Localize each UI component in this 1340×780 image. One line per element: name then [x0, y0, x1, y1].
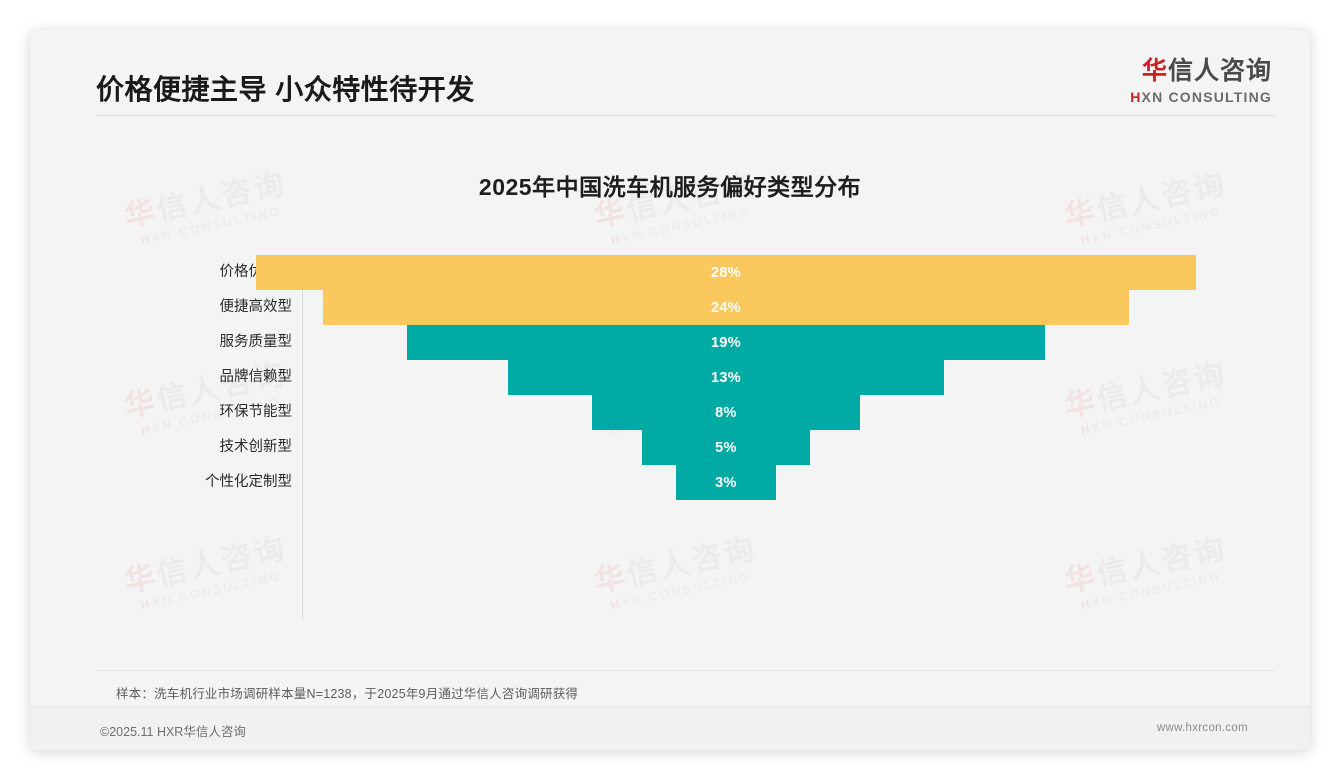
chart-bar-track: 24%	[303, 290, 1310, 325]
chart-bar[interactable]: 28%	[256, 255, 1196, 290]
chart-bar[interactable]: 13%	[507, 360, 945, 395]
watermark-en-highlight: H	[139, 230, 154, 247]
watermark-en: HXN CONSULTING	[599, 201, 763, 249]
source-note: 样本：洗车机行业市场调研样本量N=1238，于2025年9月通过华信人咨询调研获…	[116, 687, 579, 701]
watermark-en-rest: XN CONSULTING	[620, 203, 753, 245]
watermark-en-rest: XN CONSULTING	[150, 203, 283, 245]
slide-footer: ©2025.11 HXR华信人咨询 www.hxrcon.com	[30, 706, 1310, 750]
chart-bar[interactable]: 5%	[642, 430, 810, 465]
chart-bar-track: 8%	[303, 395, 1310, 430]
chart-row: 环保节能型 8%	[30, 395, 1310, 430]
chart-row: 价格优先型28%	[30, 255, 1310, 290]
chart-category-label: 便捷高效型	[219, 299, 293, 315]
chart-bar-track: 13%	[303, 360, 1310, 395]
footer-website[interactable]: www.hxrcon.com	[1156, 722, 1248, 734]
funnel-chart: 价格优先型28% 便捷高效型 24% 服务质量型 19% 品牌信赖型 13% 环保节能型 8% 技…	[30, 255, 1310, 625]
chart-row: 便捷高效型 24%	[30, 290, 1310, 325]
page-title: 价格便捷主导 小众特性待开发	[96, 74, 475, 105]
chart-value-label: 8%	[715, 404, 737, 421]
chart-row: 技术创新型 5%	[30, 430, 1310, 465]
chart-category-label: 环保节能型	[219, 404, 293, 420]
chart-value-label: 3%	[715, 474, 737, 491]
chart-bar-track: 5%	[303, 430, 1310, 465]
chart-bar-track: 28%	[256, 255, 1310, 290]
chart-bar[interactable]: 24%	[323, 290, 1129, 325]
chart-bar-track: 19%	[303, 325, 1310, 360]
chart-value-label: 19%	[710, 334, 741, 351]
chart-rows: 价格优先型28% 便捷高效型 24% 服务质量型 19% 品牌信赖型 13% 环保节能型 8% 技…	[30, 255, 1310, 500]
chart-value-label: 28%	[710, 264, 741, 281]
watermark-en-highlight: H	[1079, 230, 1094, 247]
chart-row: 服务质量型 19%	[30, 325, 1310, 360]
brand-logo-en-rest: XN CONSULTING	[1141, 88, 1272, 105]
chart-value-label: 24%	[710, 299, 741, 316]
watermark-en-highlight: H	[609, 230, 624, 247]
chart-category-label: 品牌信赖型	[219, 369, 293, 385]
watermark-en-rest: XN CONSULTING	[1090, 203, 1223, 245]
brand-logo-en: HXN CONSULTING	[1130, 89, 1272, 105]
chart-bar[interactable]: 3%	[675, 465, 777, 500]
chart-row: 品牌信赖型 13%	[30, 360, 1310, 395]
chart-title: 2025年中国洗车机服务偏好类型分布	[478, 174, 862, 200]
brand-logo-en-highlight: H	[1130, 88, 1142, 105]
brand-logo: 华信人咨询 HXN CONSULTING	[1130, 57, 1272, 105]
brand-logo-cn-rest: 信人咨询	[1167, 57, 1272, 85]
chart-bar-track: 3%	[303, 465, 1310, 500]
chart-category-label: 个性化定制型	[205, 474, 292, 490]
slide-header: 价格便捷主导 小众特性待开发	[30, 30, 1310, 122]
watermark-en: HXN CONSULTING	[129, 201, 293, 249]
chart-value-label: 13%	[710, 369, 741, 386]
chart-bar[interactable]: 8%	[591, 395, 861, 430]
slide-page: 华信人咨询 HXN CONSULTING 华信人咨询 HXN CONSULTING 华信…	[30, 30, 1310, 750]
source-block: 样本：洗车机行业市场调研样本量N=1238，于2025年9月通过华信人咨询调研获…	[96, 670, 1274, 702]
footer-copyright: ©2025.11 HXR华信人咨询	[100, 725, 246, 739]
chart-value-label: 5%	[715, 439, 737, 456]
brand-logo-cn: 华信人咨询	[1130, 57, 1272, 86]
chart-bar[interactable]: 19%	[407, 325, 1045, 360]
brand-logo-cn-highlight: 华	[1141, 57, 1168, 85]
chart-category-label: 技术创新型	[219, 439, 293, 455]
chart-row: 个性化定制型 3%	[30, 465, 1310, 500]
chart-category-label: 服务质量型	[219, 334, 293, 350]
title-divider	[96, 115, 1274, 116]
source-divider	[96, 670, 1274, 671]
watermark-en: HXN CONSULTING	[1069, 201, 1233, 249]
chart-axis-line	[302, 262, 303, 620]
